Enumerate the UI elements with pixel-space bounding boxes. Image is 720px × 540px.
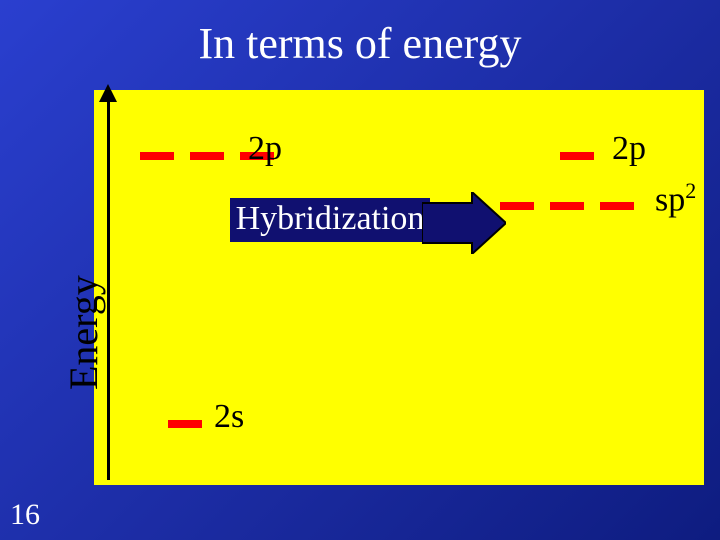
energy-axis-label: Energy xyxy=(60,275,107,390)
slide: In terms of energy Energy 2p 2s 2p sp2 H… xyxy=(0,0,720,540)
slide-title: In terms of energy xyxy=(0,18,720,69)
orbital-level-dash xyxy=(560,152,594,160)
orbital-sp2-right-label: sp2 xyxy=(655,178,696,219)
orbital-level-dash xyxy=(190,152,224,160)
orbital-level-dash xyxy=(600,202,634,210)
slide-number: 16 xyxy=(10,498,40,532)
orbital-2p-left-label: 2p xyxy=(248,130,282,168)
hybridization-label-box: Hybridization xyxy=(230,198,430,242)
hybridization-arrow-icon xyxy=(422,192,506,254)
orbital-2s-left-label: 2s xyxy=(214,398,244,436)
orbital-level-dash xyxy=(168,420,202,428)
energy-axis-arrowhead xyxy=(99,84,117,102)
orbital-2p-right-label: 2p xyxy=(612,130,646,168)
orbital-level-dash xyxy=(550,202,584,210)
orbital-level-dash xyxy=(140,152,174,160)
